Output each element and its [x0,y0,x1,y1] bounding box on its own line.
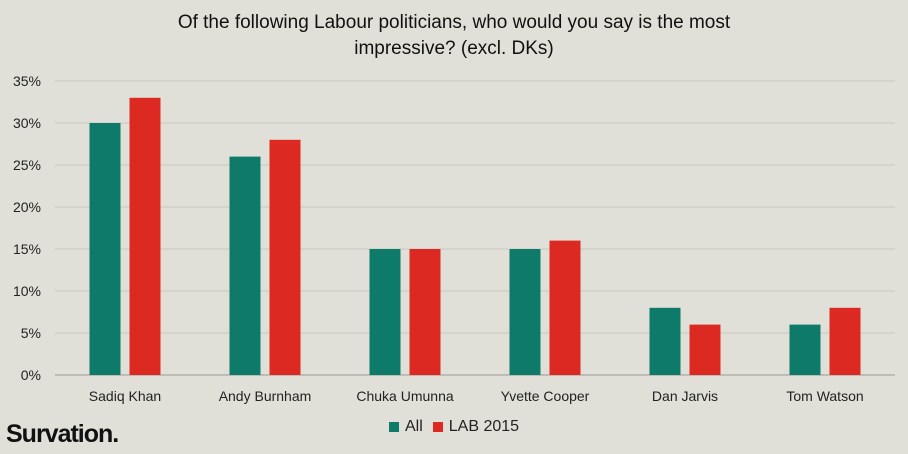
y-tick-label: 30% [13,115,41,131]
legend-label-lab-2015: LAB 2015 [448,418,520,435]
x-category-label: Dan Jarvis [652,388,718,404]
y-tick-label: 15% [13,241,41,257]
x-category-label: Tom Watson [786,388,863,404]
chart-title: Of the following Labour politicians, who… [0,10,908,62]
bar-all [649,307,681,375]
chart-title-line-2: impressive? (excl. DKs) [354,38,554,59]
gridlines [55,80,895,376]
bar-all [509,249,541,375]
x-category-label: Sadiq Khan [89,388,161,404]
bar-lab-2015 [129,97,161,376]
y-tick-label: 20% [13,199,41,215]
y-tick-label: 0% [21,367,41,383]
x-category-label: Yvette Cooper [501,388,590,404]
y-axis: 0% 5% 10% 15% 20% 25% 30% 35% [13,73,41,383]
bar-lab-2015 [269,139,301,375]
legend: All LAB 2015 [0,418,908,436]
bar-all [89,123,121,375]
y-tick-label: 25% [13,157,41,173]
legend-swatch-all [388,422,399,432]
bars [89,97,861,376]
bar-lab-2015 [829,307,861,375]
bar-all [369,249,401,375]
y-tick-label: 5% [21,325,41,341]
y-tick-label: 10% [13,283,41,299]
chart-title-line-1: Of the following Labour politicians, who… [177,12,731,33]
legend-item-all: All [388,418,423,436]
x-category-label: Chuka Umunna [356,388,453,404]
bar-lab-2015 [689,324,721,375]
x-category-label: Andy Burnham [219,388,312,404]
bar-lab-2015 [409,249,441,375]
bar-all [789,324,821,375]
x-axis: Sadiq Khan Andy Burnham Chuka Umunna Yvette… [89,388,864,404]
legend-item-lab-2015: LAB 2015 [432,418,520,436]
survation-logo: Survation. [6,420,119,448]
legend-swatch-lab-2015 [432,422,443,432]
legend-label-all: All [404,418,423,435]
bar-all [229,156,261,375]
y-tick-label: 35% [13,73,41,89]
bar-lab-2015 [549,240,581,375]
